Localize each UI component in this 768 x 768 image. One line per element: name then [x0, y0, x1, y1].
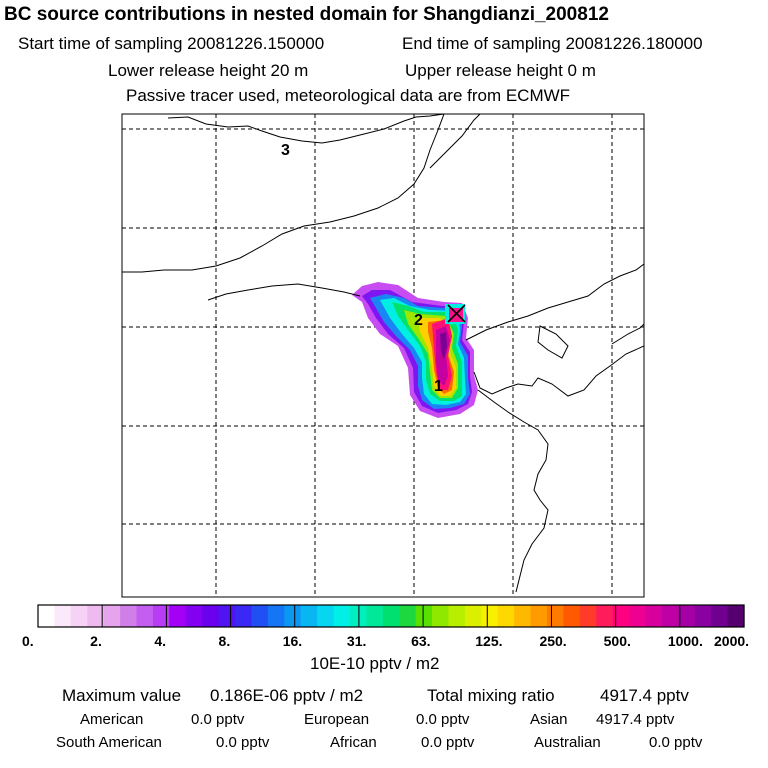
region-value-asian: 4917.4 pptv [596, 711, 675, 728]
region-label-1: 1 [434, 378, 443, 395]
colorbar-cell [152, 605, 170, 627]
colorbar-tick-label: 250. [539, 633, 566, 649]
colorbar-cell [317, 605, 335, 627]
colorbar-cell [694, 605, 712, 627]
region-value-south-american: 0.0 pptv [216, 734, 270, 751]
colorbar-cell [481, 605, 499, 627]
colorbar-cell [514, 605, 532, 627]
upper-height-label: Upper release height 0 m [405, 61, 596, 80]
colorbar-cell [579, 605, 597, 627]
colorbar-unit: 10E-10 pptv / m2 [310, 654, 440, 673]
colorbar-tick-label: 8. [219, 633, 231, 649]
colorbar-tick-label: 0. [22, 633, 34, 649]
colorbar-cell [415, 605, 433, 627]
region-name-european: European [304, 711, 370, 728]
colorbar-cell [727, 605, 745, 627]
region-label-2: 2 [414, 312, 423, 329]
colorbar-tick-label: 1000. [668, 633, 703, 649]
region-value-african: 0.0 pptv [421, 734, 475, 751]
colorbar-labels: 0. 2. 4. 8. 16. 31. 63. 125. 250. 500. 1000. 2000. [22, 633, 749, 649]
colorbar [38, 605, 745, 627]
colorbar-cell [185, 605, 203, 627]
total-mixing-label: Total mixing ratio [427, 686, 555, 705]
region-value-european: 0.0 pptv [416, 711, 470, 728]
colorbar-tick-label: 125. [475, 633, 502, 649]
map-panel: 3 2 1 [122, 114, 644, 597]
colorbar-cell [218, 605, 236, 627]
colorbar-cell [661, 605, 679, 627]
colorbar-cell [300, 605, 318, 627]
lower-height-label: Lower release height 20 m [108, 61, 309, 80]
colorbar-cell [448, 605, 466, 627]
graticule [122, 114, 644, 597]
colorbar-cell [38, 605, 56, 627]
colorbar-cell [645, 605, 663, 627]
colorbar-cell [251, 605, 269, 627]
region-name-south-american: South American [56, 734, 162, 751]
total-mixing-value: 4917.4 pptv [600, 686, 689, 705]
region-name-australian: Australian [534, 734, 601, 751]
colorbar-cell [120, 605, 138, 627]
max-value-label: Maximum value [62, 686, 182, 705]
region-name-african: African [330, 734, 377, 751]
colorbar-tick-label: 2000. [714, 633, 749, 649]
colorbar-cell [284, 605, 302, 627]
colorbar-cell [399, 605, 417, 627]
colorbar-cell [596, 605, 614, 627]
max-value: 0.186E-06 pptv / m2 [210, 686, 364, 705]
colorbar-cell [136, 605, 154, 627]
concentration-plume [352, 282, 478, 418]
colorbar-cell [366, 605, 384, 627]
colorbar-tick-label: 500. [604, 633, 631, 649]
colorbar-cell [546, 605, 564, 627]
colorbar-cell [202, 605, 220, 627]
colorbar-tick-marks [101, 605, 681, 627]
colorbar-cell [612, 605, 630, 627]
region-value-australian: 0.0 pptv [649, 734, 703, 751]
tracer-note: Passive tracer used, meteorological data… [126, 86, 571, 105]
colorbar-cell [497, 605, 515, 627]
colorbar-cell [711, 605, 729, 627]
region-value-american: 0.0 pptv [191, 711, 245, 728]
colorbar-cell [464, 605, 482, 627]
region-label-3: 3 [281, 142, 290, 159]
colorbar-cell [629, 605, 647, 627]
region-name-asian: Asian [530, 711, 568, 728]
start-time-label: Start time of sampling 20081226.150000 [18, 34, 325, 53]
colorbar-cell [333, 605, 351, 627]
region-name-american: American [80, 711, 144, 728]
colorbar-cell [563, 605, 581, 627]
colorbar-cell [54, 605, 72, 627]
colorbar-tick-label: 63. [411, 633, 430, 649]
map-title: BC source contributions in nested domain… [4, 4, 609, 25]
colorbar-cell [87, 605, 105, 627]
colorbar-cell [678, 605, 696, 627]
colorbar-frame [37, 604, 745, 628]
colorbar-tick-label: 16. [283, 633, 302, 649]
x-marker-icon [447, 304, 466, 323]
colorbar-cell [267, 605, 285, 627]
colorbar-tick-label: 31. [347, 633, 366, 649]
colorbar-cell [382, 605, 400, 627]
colorbar-tick-label: 4. [154, 633, 166, 649]
map-frame [121, 113, 645, 598]
end-time-label: End time of sampling 20081226.180000 [402, 34, 703, 53]
colorbar-cell [235, 605, 253, 627]
coastlines [122, 114, 644, 593]
colorbar-cell [70, 605, 88, 627]
colorbar-cell [432, 605, 450, 627]
colorbar-cell [169, 605, 187, 627]
colorbar-cell [530, 605, 548, 627]
colorbar-tick-label: 2. [90, 633, 102, 649]
colorbar-cell [103, 605, 121, 627]
